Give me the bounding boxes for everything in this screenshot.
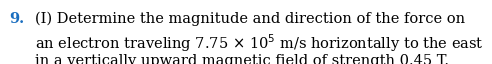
Text: 9.: 9. [9,12,24,26]
Text: an electron traveling 7.75 $\times$ 10$^5$ m/s horizontally to the east: an electron traveling 7.75 $\times$ 10$^… [35,32,484,54]
Text: in a vertically upward magnetic field of strength 0.45 T.: in a vertically upward magnetic field of… [35,54,449,64]
Text: (I) Determine the magnitude and direction of the force on: (I) Determine the magnitude and directio… [35,12,465,26]
